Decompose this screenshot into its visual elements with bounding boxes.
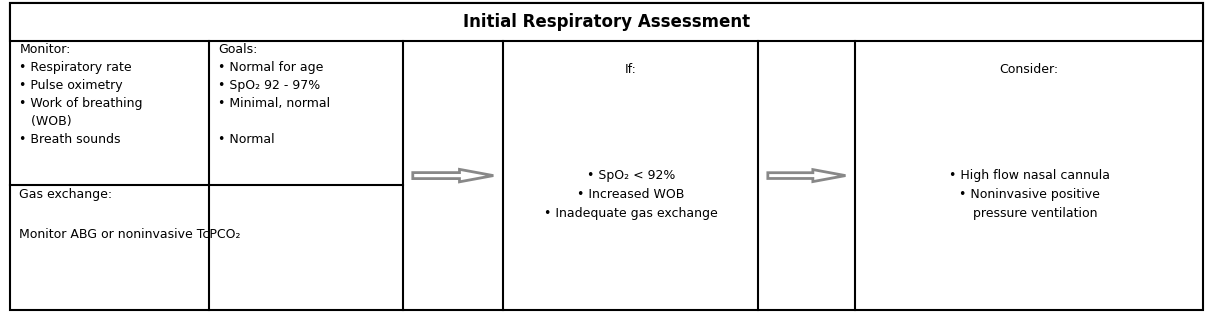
Text: • SpO₂ < 92%
• Increased WOB
• Inadequate gas exchange: • SpO₂ < 92% • Increased WOB • Inadequat… (543, 169, 718, 220)
Text: If:: If: (625, 63, 637, 76)
Bar (10, 3, 1203, 41)
Text: • High flow nasal cannula
• Noninvasive positive
   pressure ventilation: • High flow nasal cannula • Noninvasive … (949, 169, 1110, 220)
Text: Initial Respiratory Assessment: Initial Respiratory Assessment (463, 13, 750, 31)
Text: Gas exchange:

Monitor ABG or noninvasive TcPCO₂: Gas exchange: Monitor ABG or noninvasive… (19, 187, 241, 240)
Text: Goals:
• Normal for age
• SpO₂ 92 - 97%
• Minimal, normal

• Normal: Goals: • Normal for age • SpO₂ 92 - 97% … (218, 43, 330, 146)
Polygon shape (412, 169, 494, 182)
Polygon shape (768, 170, 845, 182)
Text: Monitor:
• Respiratory rate
• Pulse oximetry
• Work of breathing
   (WOB)
• Brea: Monitor: • Respiratory rate • Pulse oxim… (19, 43, 143, 146)
Text: Consider:: Consider: (1000, 63, 1059, 76)
